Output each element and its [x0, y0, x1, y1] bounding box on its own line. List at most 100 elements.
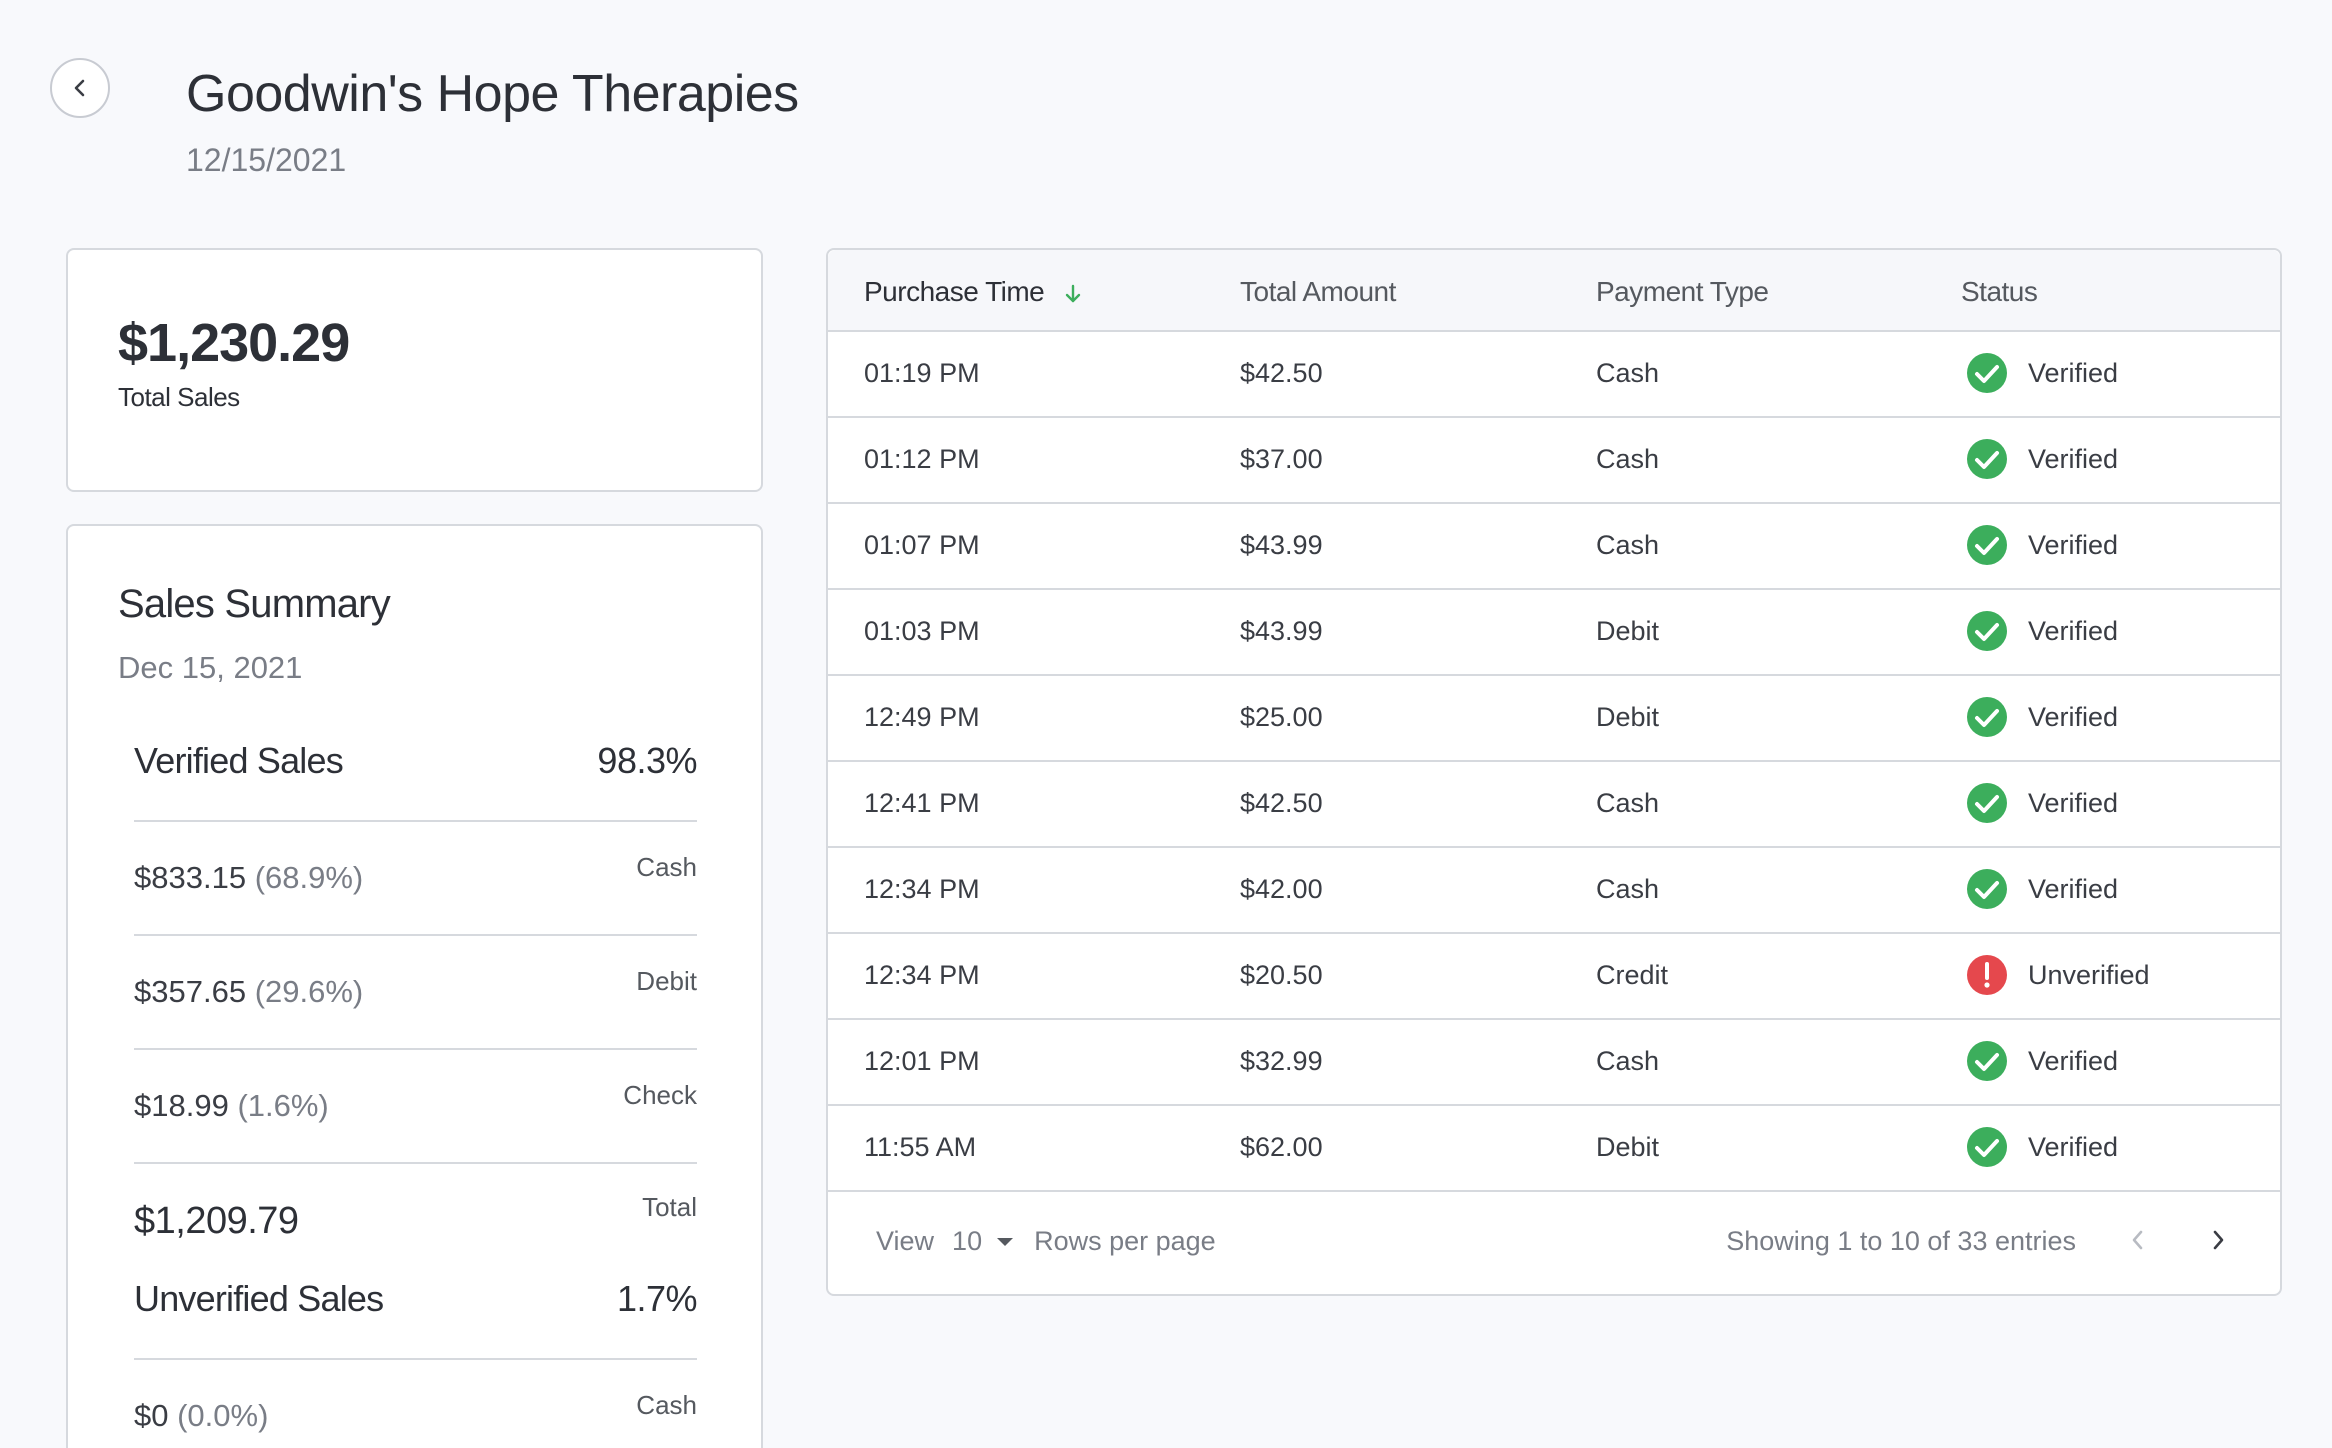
table-row[interactable]: 12:34 PM $20.50 Credit Unverified — [828, 934, 2280, 1020]
check-circle-icon — [1967, 353, 2007, 393]
sales-summary-card: Sales Summary Dec 15, 2021 Verified Sale… — [66, 524, 763, 1448]
summary-total-row: $1,209.79 Total — [134, 1192, 697, 1243]
verified-sales-header: Verified Sales 98.3% — [134, 740, 697, 782]
check-circle-icon — [1967, 611, 2007, 651]
unverified-sales-header: Unverified Sales 1.7% — [134, 1278, 698, 1320]
cell-payment-type: Cash — [1596, 444, 1660, 474]
column-header-total-amount[interactable]: Total Amount — [1240, 276, 1396, 307]
divider — [134, 1358, 697, 1360]
cell-purchase-time: 12:49 PM — [864, 702, 980, 732]
summary-type: Cash — [636, 1390, 697, 1420]
summary-percent: (0.0%) — [177, 1398, 269, 1433]
cell-total-amount: $42.50 — [1240, 358, 1323, 388]
cell-payment-type: Cash — [1596, 358, 1660, 388]
cell-total-amount: $32.99 — [1240, 1046, 1323, 1076]
cell-purchase-time: 12:01 PM — [864, 1046, 980, 1076]
summary-row: $0 (0.0%) Cash — [134, 1390, 697, 1434]
cell-status: Verified — [2028, 787, 2119, 818]
cell-status: Verified — [2028, 701, 2119, 732]
divider — [134, 1162, 697, 1164]
summary-amount: $357.65 — [134, 974, 247, 1009]
column-header-payment-type[interactable]: Payment Type — [1596, 276, 1769, 307]
summary-percent: (1.6%) — [237, 1088, 329, 1123]
table-row[interactable]: 01:19 PM $42.50 Cash Verified — [828, 332, 2280, 418]
transactions-table: Purchase Time Total Amount Payment Type … — [826, 248, 2282, 1296]
status-badge: Verified — [1966, 1126, 2118, 1168]
cell-total-amount: $20.50 — [1240, 960, 1323, 990]
previous-page-button[interactable] — [2118, 1220, 2158, 1260]
cell-purchase-time: 12:34 PM — [864, 960, 980, 990]
summary-total-label: Total — [642, 1192, 697, 1222]
back-button[interactable] — [50, 58, 110, 118]
summary-percent: (29.6%) — [254, 974, 364, 1009]
table-row[interactable]: 12:49 PM $25.00 Debit Verified — [828, 676, 2280, 762]
verified-sales-label: Verified Sales — [134, 740, 344, 781]
chevron-right-icon — [2213, 1230, 2224, 1250]
pagination-info: Showing 1 to 10 of 33 entries — [1726, 1226, 2076, 1256]
total-sales-label: Total Sales — [118, 382, 240, 412]
check-circle-icon — [1967, 1041, 2007, 1081]
summary-type: Debit — [636, 966, 697, 996]
cell-purchase-time: 11:55 AM — [864, 1132, 977, 1162]
check-circle-icon — [1967, 869, 2007, 909]
arrow-down-icon — [1065, 284, 1080, 302]
cell-total-amount: $25.00 — [1240, 702, 1323, 732]
summary-type: Cash — [636, 852, 697, 882]
status-badge: Unverified — [1966, 954, 2150, 996]
cell-payment-type: Cash — [1596, 874, 1660, 904]
status-badge: Verified — [1966, 610, 2118, 652]
table-row[interactable]: 01:07 PM $43.99 Cash Verified — [828, 504, 2280, 590]
status-badge: Verified — [1966, 1040, 2118, 1082]
summary-total-amount: $1,209.79 — [134, 1200, 299, 1242]
table-row[interactable]: 12:01 PM $32.99 Cash Verified — [828, 1020, 2280, 1106]
status-badge: Verified — [1966, 438, 2118, 480]
check-circle-icon — [1967, 439, 2007, 479]
status-badge: Verified — [1966, 524, 2118, 566]
table-row[interactable]: 12:34 PM $42.00 Cash Verified — [828, 848, 2280, 934]
status-badge: Verified — [1966, 868, 2118, 910]
summary-date: Dec 15, 2021 — [118, 650, 303, 685]
table-row[interactable]: 12:41 PM $42.50 Cash Verified — [828, 762, 2280, 848]
cell-purchase-time: 01:19 PM — [864, 358, 980, 388]
cell-payment-type: Debit — [1596, 616, 1660, 646]
summary-title: Sales Summary — [118, 582, 391, 626]
check-circle-icon — [1967, 697, 2007, 737]
column-header-status[interactable]: Status — [1961, 276, 2038, 307]
cell-payment-type: Cash — [1596, 530, 1660, 560]
check-circle-icon — [1967, 783, 2007, 823]
cell-total-amount: $42.50 — [1240, 788, 1323, 818]
summary-amount: $833.15 — [134, 860, 247, 895]
rows-per-page-label: Rows per page — [1034, 1226, 1216, 1256]
caret-down-icon[interactable] — [996, 1236, 1014, 1248]
divider — [134, 820, 697, 822]
exclamation-circle-icon — [1967, 955, 2007, 995]
table-row[interactable]: 11:55 AM $62.00 Debit Verified — [828, 1106, 2280, 1192]
cell-status: Verified — [2028, 615, 2119, 646]
cell-status: Verified — [2028, 873, 2119, 904]
table-header: Purchase Time Total Amount Payment Type … — [828, 250, 2280, 332]
status-badge: Verified — [1966, 782, 2118, 824]
cell-total-amount: $43.99 — [1240, 530, 1323, 560]
rows-per-page-select[interactable]: 10 — [952, 1226, 983, 1256]
cell-status: Verified — [2028, 529, 2119, 560]
unverified-sales-label: Unverified Sales — [134, 1278, 384, 1319]
cell-payment-type: Cash — [1596, 788, 1660, 818]
view-label: View — [876, 1226, 935, 1256]
cell-status: Unverified — [2028, 959, 2150, 990]
column-header-purchase-time[interactable]: Purchase Time — [864, 276, 1082, 308]
cell-purchase-time: 12:34 PM — [864, 874, 980, 904]
table-row[interactable]: 01:03 PM $43.99 Debit Verified — [828, 590, 2280, 676]
check-circle-icon — [1967, 525, 2007, 565]
rows-per-page-control: View 10 Rows per page — [876, 1226, 1216, 1257]
summary-row: $357.65 (29.6%) Debit — [134, 966, 697, 1010]
cell-total-amount: $42.00 — [1240, 874, 1323, 904]
next-page-button[interactable] — [2198, 1220, 2238, 1260]
chevron-left-icon — [2132, 1230, 2143, 1250]
cell-status: Verified — [2028, 1045, 2119, 1076]
page-title: Goodwin's Hope Therapies — [186, 65, 799, 123]
total-sales-card: $1,230.29 Total Sales — [66, 248, 763, 492]
summary-type: Check — [623, 1080, 697, 1110]
table-row[interactable]: 01:12 PM $37.00 Cash Verified — [828, 418, 2280, 504]
cell-payment-type: Debit — [1596, 702, 1660, 732]
summary-row: $18.99 (1.6%) Check — [134, 1080, 697, 1124]
